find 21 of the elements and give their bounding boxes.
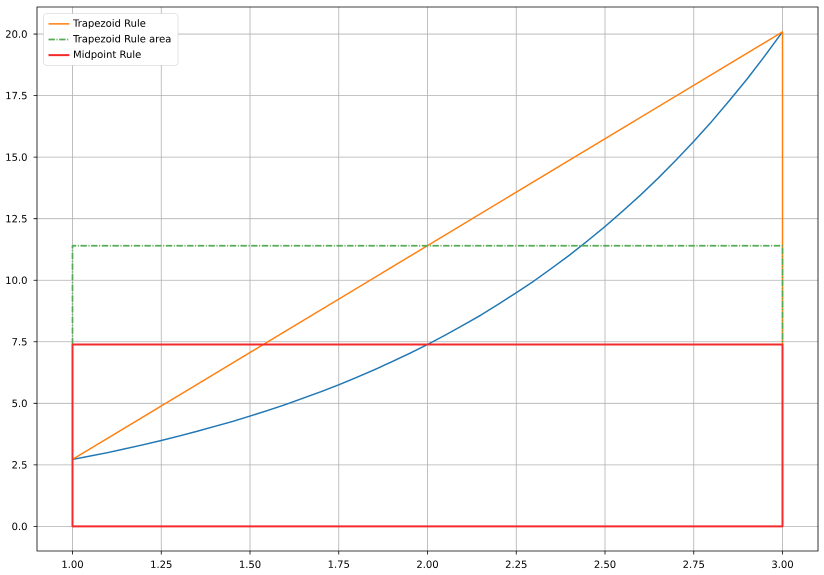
x-tick-label: 2.25 xyxy=(506,560,526,568)
x-tick-label: 3.00 xyxy=(772,560,793,568)
legend-label: Midpoint Rule xyxy=(74,50,141,60)
x-tick-label: 1.00 xyxy=(62,560,83,568)
x-tick-label: 1.75 xyxy=(328,560,349,568)
x-tick-label: 2.75 xyxy=(683,560,704,568)
x-tick-label: 1.25 xyxy=(151,560,172,568)
y-tick-label: 20.0 xyxy=(6,30,27,38)
x-tick-label: 1.50 xyxy=(240,560,260,568)
legend-label: Trapezoid Rule area xyxy=(73,34,170,44)
y-tick-label: 15.0 xyxy=(6,153,27,161)
y-tick-label: 0.0 xyxy=(12,522,27,530)
x-tick-label: 2.50 xyxy=(594,560,616,568)
legend-label: Trapezoid Rule xyxy=(73,19,146,29)
y-tick-label: 12.5 xyxy=(6,214,27,222)
y-tick-label: 7.5 xyxy=(12,338,27,346)
y-tick-label: 10.0 xyxy=(6,276,27,284)
y-tick-label: 2.5 xyxy=(12,461,27,469)
y-tick-label: 5.0 xyxy=(12,400,27,408)
x-tick-label: 2.00 xyxy=(417,560,438,568)
y-tick-label: 17.5 xyxy=(6,92,27,100)
